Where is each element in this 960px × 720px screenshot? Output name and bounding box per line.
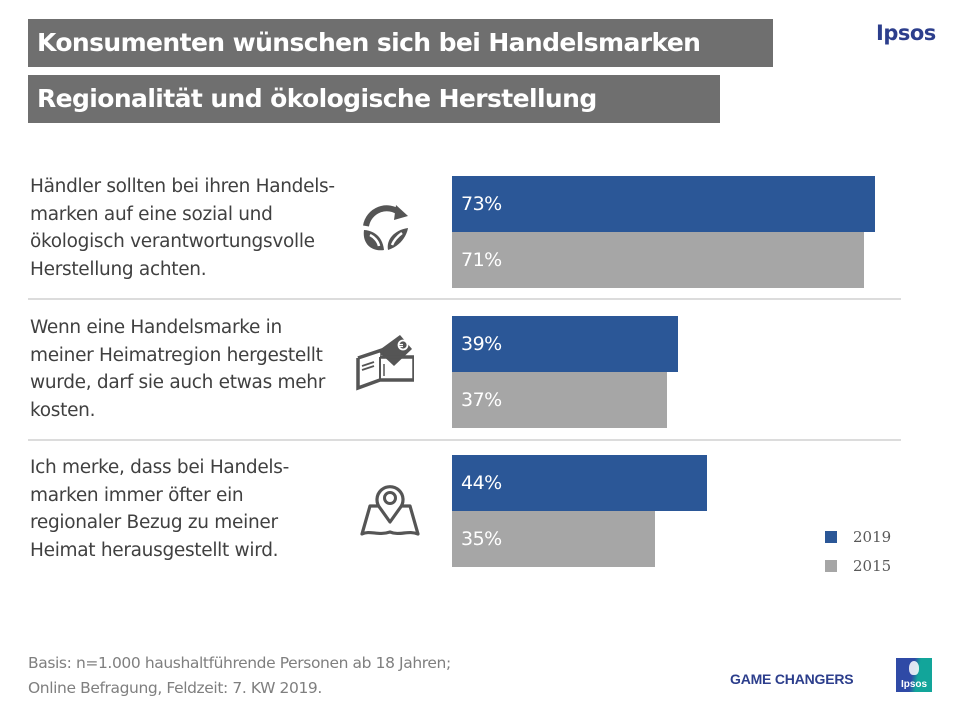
legend-swatch-2015 bbox=[825, 560, 837, 572]
statement-line: meiner Heimatregion hergestellt bbox=[30, 344, 323, 366]
bar-value-label: 44% bbox=[461, 472, 502, 494]
bar-value-label: 37% bbox=[461, 389, 502, 411]
statement-line: marken immer öfter ein bbox=[30, 484, 244, 506]
statement-line: Ich merke, dass bei Handels- bbox=[30, 457, 289, 478]
footnote-line-1: Basis: n=1.000 haushaltführende Personen… bbox=[28, 654, 451, 672]
bar-2015-statement-1: 71% bbox=[452, 232, 864, 288]
sustainability-leaf-cycle-icon bbox=[356, 200, 416, 260]
footnote: Basis: n=1.000 haushaltführende Personen… bbox=[28, 651, 451, 701]
statement-line: Wenn eine Handelsmarke in bbox=[30, 317, 282, 338]
footnote-line-2: Online Befragung, Feldzeit: 7. KW 2019. bbox=[28, 679, 322, 697]
statement-line: Händler sollten bei ihren Handels- bbox=[30, 176, 335, 197]
bar-2019-statement-3: 44% bbox=[452, 455, 708, 511]
bar-value-label: 39% bbox=[461, 333, 502, 355]
tagline: GAME CHANGERS bbox=[730, 671, 854, 687]
legend-label: 2019 bbox=[853, 528, 892, 546]
bar-value-label: 71% bbox=[461, 249, 502, 271]
logo-text: Ipsos bbox=[900, 679, 928, 690]
statement-1: Händler sollten bei ihren Handels- marke… bbox=[30, 173, 360, 283]
bar-value-label: 35% bbox=[461, 528, 502, 550]
statement-line: wurde, darf sie auch etwas mehr bbox=[30, 372, 326, 393]
bar-2015-statement-2: 37% bbox=[452, 372, 667, 428]
bar-2019-statement-2: 39% bbox=[452, 316, 679, 372]
bar-2019-statement-1: 73% bbox=[452, 176, 876, 232]
brand-wordmark: Ipsos bbox=[876, 21, 936, 45]
bar-2015-statement-3: 35% bbox=[452, 511, 655, 567]
statement-line: marken auf eine sozial und bbox=[30, 203, 273, 225]
legend-label: 2015 bbox=[853, 557, 892, 575]
map-pin-icon bbox=[360, 484, 420, 544]
row-divider bbox=[28, 439, 901, 441]
title-line-1: Konsumenten wünschen sich bei Handelsmar… bbox=[28, 19, 773, 67]
statement-2: Wenn eine Handelsmarke in meiner Heimatr… bbox=[30, 314, 360, 424]
statement-line: kosten. bbox=[30, 399, 96, 421]
statement-line: Heimat herausgestellt wird. bbox=[30, 539, 279, 561]
statement-line: ökologisch verantwortungsvolle bbox=[30, 231, 315, 252]
statement-line: regionaler Bezug zu meiner bbox=[30, 512, 278, 533]
ipsos-logo: Ipsos bbox=[896, 658, 932, 692]
wallet-euro-icon bbox=[354, 332, 414, 392]
statement-line: Herstellung achten. bbox=[30, 258, 207, 280]
row-divider bbox=[28, 298, 901, 300]
legend-swatch-2019 bbox=[825, 531, 837, 543]
logo-head-icon bbox=[909, 661, 919, 675]
bar-value-label: 73% bbox=[461, 193, 502, 215]
statement-3: Ich merke, dass bei Handels- marken imme… bbox=[30, 454, 360, 564]
title-line-2: Regionalität und ökologische Herstellung bbox=[28, 75, 720, 123]
